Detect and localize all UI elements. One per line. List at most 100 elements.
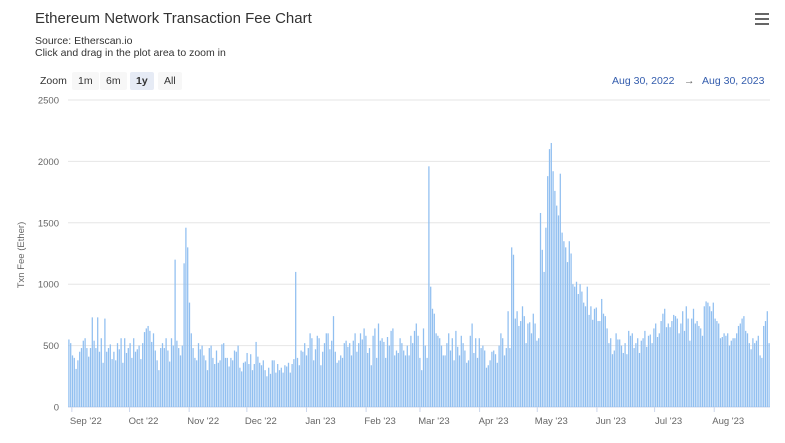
bar[interactable]	[437, 335, 439, 407]
bar[interactable]	[138, 345, 140, 407]
bar[interactable]	[577, 294, 579, 407]
bar[interactable]	[547, 176, 549, 407]
bar[interactable]	[323, 343, 326, 407]
bar[interactable]	[498, 345, 500, 407]
bar[interactable]	[424, 345, 426, 407]
bar[interactable]	[205, 360, 207, 407]
bar[interactable]	[98, 351, 101, 407]
bar[interactable]	[757, 335, 759, 407]
bar[interactable]	[471, 323, 473, 408]
bar[interactable]	[295, 271, 297, 407]
bar[interactable]	[113, 351, 115, 407]
bar[interactable]	[347, 346, 349, 407]
bar[interactable]	[683, 330, 686, 407]
bar[interactable]	[534, 323, 536, 408]
bar[interactable]	[761, 357, 763, 407]
bar[interactable]	[583, 302, 585, 407]
bar[interactable]	[228, 366, 230, 407]
bar[interactable]	[523, 316, 525, 407]
bar[interactable]	[152, 333, 155, 407]
bar[interactable]	[628, 330, 630, 407]
bar[interactable]	[647, 335, 650, 407]
bar[interactable]	[759, 355, 761, 407]
bar[interactable]	[367, 352, 369, 407]
bar[interactable]	[122, 362, 124, 407]
bar[interactable]	[79, 351, 81, 407]
bar[interactable]	[165, 338, 167, 407]
bar[interactable]	[692, 308, 695, 407]
bar[interactable]	[516, 311, 518, 407]
bar[interactable]	[307, 348, 309, 407]
bar[interactable]	[766, 311, 768, 407]
bar[interactable]	[638, 352, 641, 407]
bar[interactable]	[509, 348, 511, 407]
bar[interactable]	[214, 364, 216, 407]
bar[interactable]	[763, 325, 765, 407]
bar[interactable]	[345, 340, 347, 407]
bar[interactable]	[176, 340, 178, 407]
bar[interactable]	[145, 328, 147, 407]
bar[interactable]	[413, 330, 416, 407]
bar[interactable]	[343, 343, 345, 407]
bar[interactable]	[174, 259, 176, 407]
bar[interactable]	[503, 355, 506, 407]
bar[interactable]	[181, 345, 183, 407]
bar[interactable]	[444, 355, 446, 407]
bar[interactable]	[154, 350, 156, 407]
bar[interactable]	[617, 339, 619, 407]
bar[interactable]	[226, 357, 228, 407]
bar[interactable]	[658, 333, 660, 407]
bar[interactable]	[223, 343, 225, 407]
bar[interactable]	[304, 343, 306, 407]
bar[interactable]	[548, 149, 551, 407]
bar[interactable]	[230, 357, 232, 407]
bar[interactable]	[390, 330, 392, 407]
bar[interactable]	[419, 357, 421, 407]
bar[interactable]	[433, 313, 435, 407]
bar[interactable]	[586, 286, 588, 407]
bar[interactable]	[282, 372, 284, 407]
bar[interactable]	[664, 308, 666, 407]
bar[interactable]	[494, 354, 497, 407]
bar[interactable]	[179, 355, 182, 407]
bar[interactable]	[332, 316, 335, 407]
bar[interactable]	[95, 348, 97, 407]
bar[interactable]	[469, 335, 471, 407]
bar[interactable]	[246, 352, 248, 407]
bar[interactable]	[579, 284, 581, 407]
bar[interactable]	[233, 350, 236, 407]
bar[interactable]	[320, 365, 322, 407]
bar[interactable]	[696, 321, 698, 407]
zoom-1y-button[interactable]: 1y	[130, 72, 154, 90]
bar[interactable]	[340, 355, 342, 407]
bar[interactable]	[314, 349, 317, 407]
bar[interactable]	[518, 325, 520, 407]
bar[interactable]	[286, 366, 288, 407]
bar[interactable]	[82, 340, 84, 407]
bar[interactable]	[417, 335, 419, 407]
bar[interactable]	[703, 306, 705, 407]
bar[interactable]	[131, 357, 133, 407]
bar[interactable]	[673, 314, 675, 407]
bar[interactable]	[386, 337, 389, 407]
zoom-6m-button[interactable]: 6m	[100, 72, 127, 90]
bar[interactable]	[352, 340, 354, 407]
bar[interactable]	[183, 263, 185, 407]
bar[interactable]	[194, 357, 196, 407]
bar[interactable]	[662, 313, 664, 407]
bar[interactable]	[242, 362, 245, 407]
bar[interactable]	[208, 348, 210, 407]
bar[interactable]	[206, 370, 209, 407]
bar[interactable]	[467, 360, 470, 407]
bar[interactable]	[269, 373, 272, 407]
bar[interactable]	[754, 343, 756, 407]
bar[interactable]	[80, 348, 83, 407]
bar[interactable]	[431, 308, 434, 407]
bar[interactable]	[316, 335, 318, 407]
bar[interactable]	[313, 360, 315, 407]
bar[interactable]	[572, 284, 574, 407]
bar[interactable]	[361, 339, 363, 407]
bar[interactable]	[700, 328, 702, 407]
bar[interactable]	[104, 318, 106, 407]
bar[interactable]	[610, 338, 612, 407]
